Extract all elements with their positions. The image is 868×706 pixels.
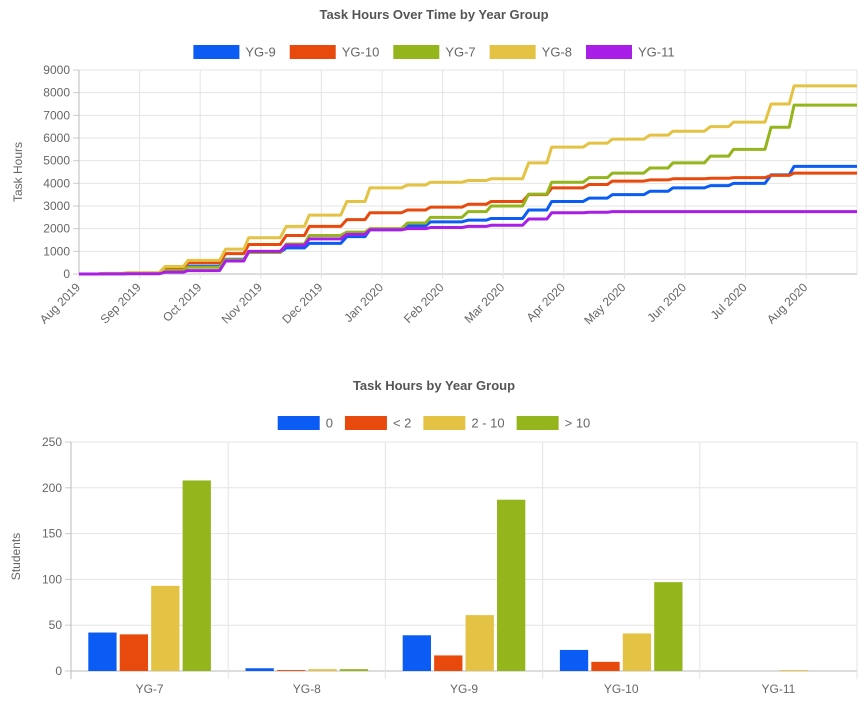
legend-label-3: YG-8 (542, 45, 572, 60)
line-xtick-12: Aug 2020 (764, 280, 810, 326)
line-ytick-2: 2000 (43, 222, 70, 236)
bar-yg-10-3 (654, 582, 683, 671)
bar-yg-9-0 (402, 635, 431, 671)
bar-yg-7-1 (119, 634, 149, 671)
line-xtick-9: May 2020 (581, 280, 628, 327)
line-chart-title: Task Hours Over Time by Year Group (319, 7, 548, 22)
line-xtick-6: Feb 2020 (401, 280, 447, 326)
legend-swatch-2 (393, 45, 440, 59)
bar-yg-11-2 (779, 670, 809, 671)
line-xtick-0: Aug 2019 (37, 280, 83, 326)
line-xtick-7: Mar 2020 (462, 280, 508, 326)
line-xtick-3: Nov 2019 (219, 280, 265, 326)
line-series-yg-10 (79, 171, 857, 276)
line-ytick-1: 1000 (43, 244, 70, 258)
bar-yg-9-1 (434, 655, 463, 671)
legend-swatch-1 (344, 416, 387, 430)
bar-xtick-0: YG-7 (136, 682, 164, 696)
bar-yg-9-3 (497, 499, 526, 671)
line-ytick-9: 9000 (43, 63, 70, 77)
legend-label-1: < 2 (393, 416, 411, 431)
bar-yg-10-2 (622, 633, 652, 671)
bar-y-axis-label: Students (9, 533, 23, 580)
line-xtick-1: Sep 2019 (97, 280, 143, 326)
line-ytick-8: 8000 (43, 86, 70, 100)
bar-chart-title: Task Hours by Year Group (353, 378, 515, 393)
bar-ytick-1: 50 (49, 618, 63, 632)
bar-xtick-4: YG-11 (762, 682, 796, 696)
line-ytick-7: 7000 (43, 108, 70, 122)
legend-label-4: YG-11 (638, 45, 675, 60)
legend-label-3: > 10 (565, 416, 591, 431)
line-y-axis-label: Task Hours (11, 142, 25, 202)
line-xtick-8: Apr 2020 (524, 280, 569, 325)
legend-swatch-4 (586, 45, 632, 59)
line-ytick-0: 0 (63, 267, 70, 281)
line-ytick-6: 6000 (43, 131, 70, 145)
line-series-yg-8 (79, 84, 857, 276)
bar-ytick-0: 0 (55, 664, 62, 678)
bar-yg-10-1 (591, 661, 620, 671)
line-series-yg-9 (79, 164, 857, 276)
bar-yg-10-0 (559, 649, 589, 671)
bar-yg-8-3 (339, 669, 369, 671)
bar-yg-8-1 (276, 670, 306, 671)
bar-yg-7-3 (182, 480, 211, 671)
bar-xtick-2: YG-9 (450, 682, 478, 696)
line-xtick-5: Jan 2020 (341, 280, 386, 325)
bar-yg-8-0 (245, 668, 274, 671)
bar-yg-7-0 (88, 632, 117, 671)
legend-swatch-2 (423, 416, 466, 430)
bar-yg-8-2 (308, 669, 337, 671)
legend-label-0: 0 (326, 416, 333, 431)
legend-swatch-0 (277, 416, 320, 430)
bar-ytick-2: 100 (42, 572, 62, 586)
bar-yg-9-2 (465, 615, 494, 671)
legend-label-1: YG-10 (342, 45, 380, 60)
bar-ytick-4: 200 (42, 481, 62, 495)
legend-label-2: 2 - 10 (471, 416, 504, 431)
line-series-yg-11 (79, 210, 857, 276)
bar-ytick-5: 250 (42, 435, 62, 449)
bar-ytick-3: 150 (42, 527, 62, 541)
legend-swatch-1 (289, 45, 336, 59)
line-ytick-5: 5000 (43, 154, 70, 168)
line-xtick-4: Dec 2019 (279, 280, 325, 326)
line-xtick-11: Jul 2020 (708, 280, 750, 322)
bar-xtick-1: YG-8 (293, 682, 321, 696)
legend-swatch-3 (489, 45, 536, 59)
legend-swatch-0 (193, 45, 240, 59)
legend-label-2: YG-7 (445, 45, 475, 60)
line-xtick-2: Oct 2019 (160, 280, 205, 325)
bar-xtick-3: YG-10 (604, 682, 639, 696)
line-series-yg-7 (79, 103, 857, 276)
line-xtick-10: Jun 2020 (644, 280, 689, 325)
bar-yg-7-2 (151, 585, 180, 671)
line-chart: Task Hours Over Time by Year Group YG-9 YG… (11, 7, 858, 327)
legend-label-0: YG-9 (245, 45, 275, 60)
bar-chart: Task Hours by Year Group 0 < 2 2 - 10 > 10 0 5… (9, 378, 858, 696)
line-ytick-3: 3000 (43, 199, 70, 213)
line-ytick-4: 4000 (43, 176, 70, 190)
legend-swatch-3 (516, 416, 559, 430)
